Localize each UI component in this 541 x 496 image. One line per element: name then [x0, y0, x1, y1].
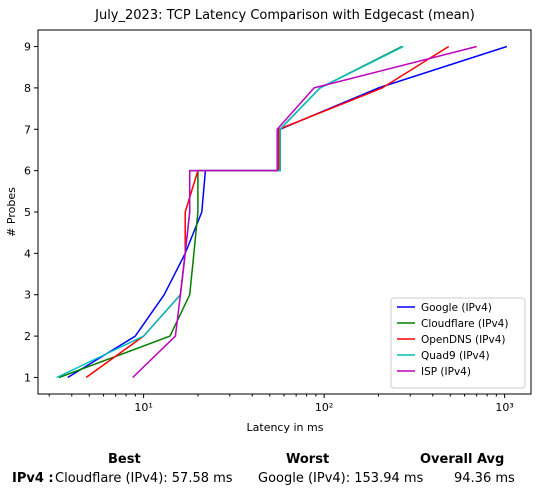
series-line	[132, 45, 477, 379]
y-tick-label: 8	[24, 82, 31, 95]
avg-header: Overall Avg	[420, 452, 505, 467]
legend-entry: Google (IPv4)	[421, 302, 492, 314]
series-line	[58, 45, 403, 379]
worst-value: Google (IPv4): 153.94 ms	[258, 471, 424, 486]
y-tick-label: 3	[24, 289, 31, 302]
axes: 10¹ 10² 10³ 1 2 3 4 5 6 7 8 9	[24, 41, 514, 414]
legend-entry: ISP (IPv4)	[421, 366, 471, 378]
x-axis-label: Latency in ms	[247, 421, 324, 434]
legend-entry: Cloudflare (IPv4)	[421, 318, 508, 330]
y-tick-label: 6	[24, 165, 31, 178]
legend: Google (IPv4) Cloudflare (IPv4) OpenDNS (I…	[390, 297, 526, 389]
legend-entry: Quad9 (IPv4)	[421, 350, 490, 362]
worst-header: Worst	[286, 452, 330, 467]
x-tick-label: 10¹	[134, 401, 152, 414]
summary-row-label: IPv4 :	[12, 471, 54, 486]
y-tick-label: 5	[24, 206, 31, 219]
series-line	[56, 45, 404, 379]
y-tick-label: 2	[24, 330, 31, 343]
y-tick-label: 9	[24, 41, 31, 54]
y-tick-label: 1	[24, 371, 31, 384]
best-header: Best	[108, 452, 141, 467]
y-tick-label: 7	[24, 123, 31, 136]
avg-value: 94.36 ms	[454, 471, 515, 486]
best-value: Cloudflare (IPv4): 57.58 ms	[55, 471, 233, 486]
legend-box	[390, 297, 526, 389]
x-tick-label: 10²	[315, 401, 333, 414]
x-tick-label: 10³	[495, 401, 513, 414]
legend-entry: OpenDNS (IPv4)	[421, 334, 506, 346]
series-lines	[56, 45, 508, 379]
latency-chart: July_2023: TCP Latency Comparison with E…	[5, 8, 532, 434]
y-axis-label: # Probes	[5, 187, 18, 237]
chart-title: July_2023: TCP Latency Comparison with E…	[94, 8, 475, 23]
y-tick-label: 4	[24, 247, 31, 260]
